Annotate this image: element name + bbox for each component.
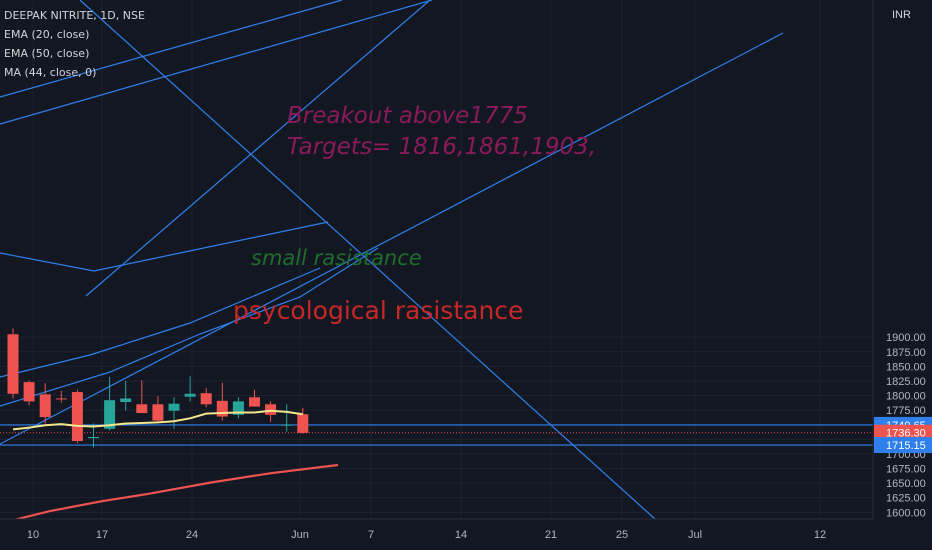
trend-line[interactable] (79, 0, 656, 520)
currency-label[interactable]: INR (890, 9, 913, 21)
candle-body[interactable] (265, 404, 277, 415)
candle-body[interactable] (104, 400, 116, 429)
x-tick-label: 12 (814, 529, 826, 541)
y-tick-label: 1775.00 (886, 405, 926, 417)
x-tick-label: 10 (27, 529, 39, 541)
y-tick-label: 1825.00 (886, 376, 926, 388)
candle-body[interactable] (249, 397, 260, 407)
x-tick-label: 17 (96, 529, 108, 541)
time-axis[interactable] (0, 519, 873, 550)
small-resistance-annotation[interactable]: small rasistance (251, 246, 422, 270)
y-tick-label: 1875.00 (886, 347, 926, 359)
ema20-line[interactable] (12, 409, 303, 431)
candle-body[interactable] (281, 424, 293, 426)
trend-line[interactable] (85, 0, 431, 297)
candle-body[interactable] (200, 393, 212, 405)
y-tick-label: 1625.00 (886, 493, 926, 505)
candle-body[interactable] (23, 382, 35, 402)
candle-body[interactable] (55, 398, 67, 400)
legend: DEEPAK NITRITE, 1D, NSE EMA (20, close) … (4, 6, 145, 82)
candle-body[interactable] (7, 334, 19, 394)
y-tick-label: 1850.00 (886, 361, 926, 373)
breakout-annotation[interactable]: Breakout above1775 (287, 103, 528, 129)
candle-body[interactable] (88, 436, 99, 439)
x-tick-label: 21 (545, 529, 557, 541)
x-tick-label: Jul (688, 529, 702, 541)
price-label: 1736.30 (886, 428, 926, 440)
trend-line[interactable] (0, 32, 784, 445)
candle-body[interactable] (152, 404, 164, 421)
y-tick-label: 1675.00 (886, 463, 926, 475)
trend-line[interactable] (0, 267, 321, 378)
price-axis[interactable] (873, 0, 932, 550)
x-tick-label: 7 (368, 529, 374, 541)
y-tick-label: 1600.00 (886, 507, 926, 519)
candle-body[interactable] (232, 401, 244, 415)
candle-body[interactable] (168, 403, 180, 411)
y-tick-label: 1650.00 (886, 478, 926, 490)
psycological-resistance-annotation[interactable]: psycological rasistance (233, 296, 524, 325)
ema20-legend[interactable]: EMA (20, close) (4, 28, 90, 41)
candle-body[interactable] (120, 398, 132, 402)
candle-body[interactable] (39, 394, 51, 418)
candle-body[interactable] (216, 400, 228, 417)
x-tick-label: 24 (186, 529, 198, 541)
trend-line[interactable] (0, 0, 433, 125)
targets-annotation[interactable]: Targets= 1816,1861,1903, (287, 134, 597, 160)
price-label-box (874, 437, 932, 454)
candle-body[interactable] (71, 392, 83, 442)
price-label: 1715.15 (886, 440, 926, 452)
price-label-box (874, 424, 932, 441)
x-tick-label: Jun (291, 529, 309, 541)
y-tick-label: 1800.00 (886, 391, 926, 403)
symbol-title[interactable]: DEEPAK NITRITE, 1D, NSE (4, 9, 145, 22)
y-tick-label: 1900.00 (886, 332, 926, 344)
ma44-line[interactable] (0, 463, 339, 525)
ma44-legend[interactable]: MA (44, close, 0) (4, 66, 97, 79)
ema50-legend[interactable]: EMA (50, close) (4, 47, 90, 60)
x-tick-label: 14 (455, 529, 467, 541)
candle-body[interactable] (297, 414, 309, 433)
trend-line[interactable] (0, 247, 379, 407)
trend-line[interactable] (0, 0, 343, 98)
candle-body[interactable] (184, 393, 196, 397)
candle-body[interactable] (136, 404, 148, 414)
trend-line[interactable] (0, 221, 329, 272)
x-tick-label: 25 (616, 529, 628, 541)
